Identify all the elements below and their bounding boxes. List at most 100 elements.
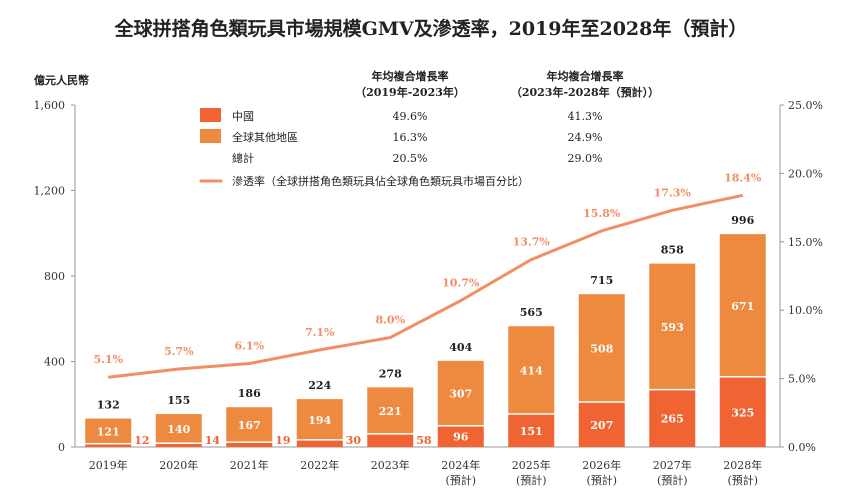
legend-header: 年均複合增長率 xyxy=(372,69,449,83)
bar-label-china: 265 xyxy=(661,413,684,426)
chart-title: 全球拼搭角色類玩具市場規模GMV及滲透率，2019年至2028年（預計） xyxy=(114,18,748,40)
legend-cagr-value: 49.6% xyxy=(393,110,428,123)
penetration-label: 6.1% xyxy=(234,340,264,353)
bar-china xyxy=(367,434,414,447)
y2-tick-label: 15.0% xyxy=(788,236,823,249)
y-tick-label: 1,600 xyxy=(34,99,66,112)
penetration-label: 5.1% xyxy=(93,353,123,366)
y-tick-label: 800 xyxy=(44,270,65,283)
x-tick-note: (預計) xyxy=(727,473,758,487)
penetration-label: 13.7% xyxy=(513,236,551,249)
legend-cagr-value: 29.0% xyxy=(568,152,603,165)
bar-label-china: 151 xyxy=(520,425,543,438)
penetration-label: 17.3% xyxy=(654,186,692,199)
legend-header-period: （2023年-2028年（預計）） xyxy=(511,85,659,99)
bar-rest-of-world xyxy=(226,407,273,442)
bar-total-label: 565 xyxy=(520,306,543,319)
legend-swatch xyxy=(200,129,221,143)
x-tick-label: 2028年 xyxy=(723,458,762,472)
bar-rest-of-world xyxy=(719,234,766,377)
bar-label-rest-of-world: 167 xyxy=(238,419,261,432)
legend-cagr-value: 16.3% xyxy=(393,131,428,144)
x-tick-note: (預計) xyxy=(516,473,547,487)
penetration-label: 7.1% xyxy=(305,326,335,339)
y2-tick-label: 25.0% xyxy=(788,99,823,112)
bar-china xyxy=(155,444,202,447)
y2-tick-label: 5.0% xyxy=(788,373,816,386)
bar-china xyxy=(226,442,273,447)
x-tick-label: 2021年 xyxy=(230,458,269,472)
bar-china xyxy=(578,402,625,447)
bar-rest-of-world xyxy=(296,399,343,440)
bar-rest-of-world xyxy=(649,263,696,389)
bar-china xyxy=(719,377,766,447)
penetration-label: 5.7% xyxy=(164,345,194,358)
x-tick-label: 2023年 xyxy=(371,458,410,472)
bar-rest-of-world xyxy=(85,418,132,443)
bar-label-rest-of-world: 121 xyxy=(97,426,120,439)
y-axis-label: 億元人民幣 xyxy=(34,73,89,87)
legend-line-label: 滲透率（全球拼搭角色類玩具佔全球角色類玩具市場百分比） xyxy=(232,174,529,188)
bar-label-rest-of-world: 194 xyxy=(308,414,331,427)
x-tick-label: 2025年 xyxy=(512,458,551,472)
bar-total-label: 715 xyxy=(590,274,613,287)
y-tick-label: 400 xyxy=(44,356,65,369)
x-tick-label: 2026年 xyxy=(582,458,621,472)
bar-label-china: 14 xyxy=(205,434,221,447)
legend-header: 年均複合增長率 xyxy=(547,69,624,83)
bar-label-china: 30 xyxy=(346,434,362,447)
bar-china xyxy=(85,444,132,447)
x-tick-label: 2019年 xyxy=(89,458,128,472)
x-tick-label: 2024年 xyxy=(441,458,480,472)
legend-label: 全球其他地區 xyxy=(232,130,298,144)
bar-label-china: 19 xyxy=(275,434,290,447)
bar-total-label: 404 xyxy=(449,341,472,354)
bar-label-rest-of-world: 307 xyxy=(449,388,472,401)
bar-total-label: 155 xyxy=(167,394,190,407)
legend-cagr-value: 41.3% xyxy=(568,110,603,123)
bar-total-label: 278 xyxy=(379,367,402,380)
bar-label-rest-of-world: 140 xyxy=(167,423,190,436)
bar-total-label: 996 xyxy=(731,214,754,227)
x-tick-note: (預計) xyxy=(657,473,688,487)
bar-label-china: 96 xyxy=(453,431,469,444)
bar-label-china: 207 xyxy=(590,419,613,432)
y2-tick-label: 10.0% xyxy=(788,304,823,317)
bar-total-label: 186 xyxy=(238,387,261,400)
bar-total-label: 132 xyxy=(97,399,120,412)
bar-rest-of-world xyxy=(155,414,202,443)
bar-label-rest-of-world: 221 xyxy=(379,405,402,418)
bar-rest-of-world xyxy=(508,326,555,414)
legend-header-period: （2019年-2023年） xyxy=(355,85,465,99)
bar-label-rest-of-world: 508 xyxy=(590,342,613,355)
penetration-label: 15.8% xyxy=(583,207,621,220)
y-tick-label: 0 xyxy=(58,441,65,454)
y2-tick-label: 20.0% xyxy=(788,167,823,180)
bar-china xyxy=(508,414,555,447)
x-tick-note: (預計) xyxy=(445,473,476,487)
x-tick-label: 2027年 xyxy=(653,458,692,472)
y-tick-label: 1,200 xyxy=(34,185,66,198)
bar-china xyxy=(437,426,484,447)
x-tick-label: 2022年 xyxy=(300,458,339,472)
legend-label: 總計 xyxy=(232,151,254,165)
x-tick-note: (預計) xyxy=(586,473,617,487)
bar-label-china: 58 xyxy=(416,434,432,447)
bar-rest-of-world xyxy=(367,387,414,434)
bar-rest-of-world xyxy=(437,360,484,425)
bar-total-label: 224 xyxy=(308,379,331,392)
legend-cagr-value: 24.9% xyxy=(568,131,603,144)
bar-label-china: 325 xyxy=(731,406,754,419)
bar-label-rest-of-world: 414 xyxy=(520,364,543,377)
penetration-label: 10.7% xyxy=(442,277,480,290)
y2-tick-label: 0.0% xyxy=(788,441,816,454)
bar-total-label: 858 xyxy=(661,244,684,257)
penetration-line xyxy=(108,193,744,379)
legend-swatch xyxy=(200,108,221,122)
bar-rest-of-world xyxy=(578,294,625,402)
bar-label-rest-of-world: 671 xyxy=(731,300,754,313)
penetration-label: 8.0% xyxy=(375,314,405,327)
x-tick-label: 2020年 xyxy=(159,458,198,472)
